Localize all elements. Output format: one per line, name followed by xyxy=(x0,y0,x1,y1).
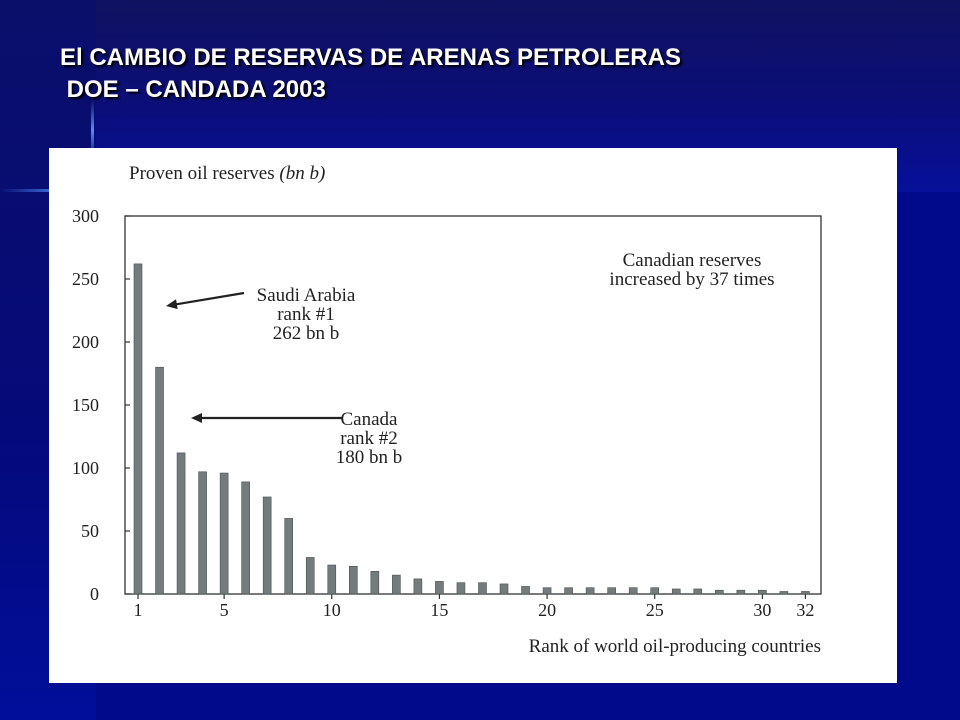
bar-rank-1 xyxy=(133,263,143,595)
bar-rank-10 xyxy=(327,564,337,595)
x-tick-label: 30 xyxy=(753,600,771,620)
decorative-glow-vertical xyxy=(91,100,94,160)
slide-title-line-2: DOE – CANDADA 2003 xyxy=(60,76,326,103)
bar-rank-31 xyxy=(779,591,789,595)
bar-rank-3 xyxy=(176,452,186,595)
x-axis-label: Rank of world oil-producing countries xyxy=(529,636,821,657)
bar-rank-5 xyxy=(219,472,229,595)
bar-rank-27 xyxy=(693,588,703,595)
y-tick-label: 300 xyxy=(72,206,99,226)
bar-rank-17 xyxy=(478,582,487,595)
bar-rank-21 xyxy=(564,587,573,595)
bar-rank-16 xyxy=(456,582,466,595)
annotation-3-line-1: Canadian reserves xyxy=(623,250,762,271)
bar-rank-32 xyxy=(801,591,810,595)
y-tick-label: 150 xyxy=(72,395,99,415)
annotation-3-line-2: increased by 37 times xyxy=(609,269,774,290)
y-tick-label: 0 xyxy=(90,584,99,604)
bar-rank-26 xyxy=(671,588,681,595)
annotation-1-arrow-shaft xyxy=(173,291,245,306)
x-tick-label: 1 xyxy=(134,600,143,620)
annotation-1-line-2: rank #1 xyxy=(277,304,335,325)
bar-rank-8 xyxy=(284,518,294,595)
bar-rank-30 xyxy=(758,589,767,595)
bar-rank-6 xyxy=(241,481,250,595)
bar-rank-29 xyxy=(736,589,746,595)
slide-title: El CAMBIO DE RESERVAS DE ARENAS PETROLER… xyxy=(60,42,681,106)
y-tick-label: 250 xyxy=(72,269,99,289)
bar-rank-15 xyxy=(435,581,444,595)
bar-rank-20 xyxy=(542,587,552,595)
x-tick-label: 32 xyxy=(796,600,814,620)
x-tick-label: 25 xyxy=(646,600,664,620)
bar-rank-25 xyxy=(650,587,660,595)
bar-rank-19 xyxy=(521,586,530,595)
annotation-2-arrow-head xyxy=(191,413,202,423)
annotation-2-line-1: Canada xyxy=(341,409,399,430)
bar-rank-4 xyxy=(198,471,207,595)
y-axis-label-unit: (bn b) xyxy=(279,163,325,184)
bar-rank-28 xyxy=(715,589,724,595)
annotation-1-arrow-head xyxy=(166,299,178,310)
bar-rank-23 xyxy=(607,587,616,595)
annotation-1-line-1: Saudi Arabia xyxy=(257,285,356,306)
slide-title-line-1: El CAMBIO DE RESERVAS DE ARENAS PETROLER… xyxy=(60,44,681,71)
y-axis-label: Proven oil reserves (bn b) xyxy=(129,163,325,184)
bar-rank-14 xyxy=(413,578,423,595)
y-axis-label-text: Proven oil reserves xyxy=(129,163,275,184)
annotation-1-line-3: 262 bn b xyxy=(273,323,340,344)
x-tick-label: 10 xyxy=(323,600,341,620)
x-tick-label: 15 xyxy=(430,600,448,620)
x-tick-label: 5 xyxy=(220,600,229,620)
bar-rank-2 xyxy=(155,366,164,595)
y-tick-label: 50 xyxy=(81,521,99,541)
bar-chart: Proven oil reserves (bn b) 0 50 100 150 200 2… xyxy=(72,163,822,657)
bar-rank-7 xyxy=(262,496,272,595)
y-tick-label: 200 xyxy=(72,332,99,352)
bar-rank-12 xyxy=(370,571,380,595)
y-tick-label: 100 xyxy=(72,458,99,478)
bar-rank-9 xyxy=(305,557,315,595)
annotation-2-line-2: rank #2 xyxy=(340,428,398,449)
bar-rank-24 xyxy=(628,587,638,595)
bar-rank-11 xyxy=(348,565,358,595)
chart-panel: Proven oil reserves (bn b) 0 50 100 150 200 2… xyxy=(49,148,897,683)
bar-rank-13 xyxy=(392,574,401,595)
bar-rank-18 xyxy=(499,583,509,595)
x-tick-label: 20 xyxy=(538,600,556,620)
annotation-2-line-3: 180 bn b xyxy=(336,447,403,468)
bar-rank-22 xyxy=(585,587,595,595)
